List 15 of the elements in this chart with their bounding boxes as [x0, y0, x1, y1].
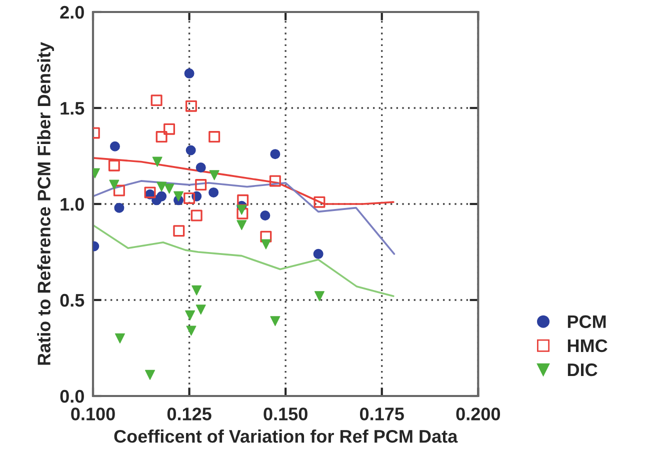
legend-label: PCM — [568, 315, 606, 328]
x-tick-label: 0.100 — [71, 408, 115, 420]
y-tick-label: 0.5 — [60, 294, 84, 307]
x-tick-label: 0.200 — [456, 408, 500, 420]
legend-label: DIC — [568, 363, 598, 376]
legend-label: HMC — [568, 339, 608, 352]
y-axis-title: Ratio to Reference PCM Fiber Density — [37, 42, 54, 365]
y-tick-label: 1.5 — [60, 102, 84, 115]
x-tick-label: 0.175 — [360, 408, 404, 420]
y-tick-label: 0.0 — [60, 390, 84, 403]
x-axis-title: Coefficent of Variation for Ref PCM Data — [114, 429, 458, 443]
x-tick-label: 0.125 — [167, 408, 212, 420]
y-tick-label: 2.0 — [60, 6, 84, 19]
x-tick-label: 0.150 — [264, 408, 308, 420]
y-tick-label: 1.0 — [60, 198, 84, 211]
